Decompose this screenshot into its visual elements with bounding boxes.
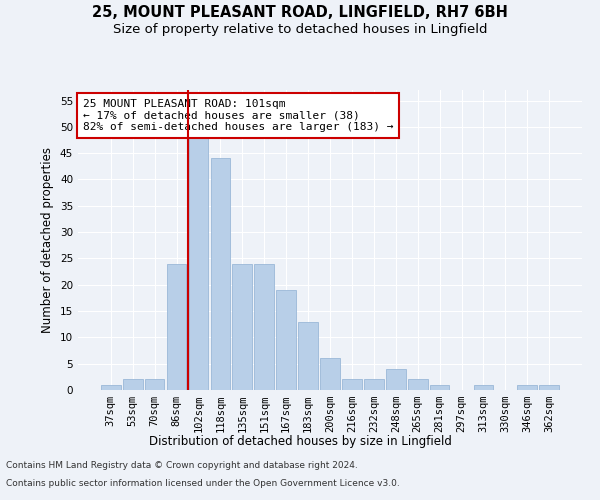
Bar: [276, 290, 296, 390]
Bar: [473, 384, 493, 390]
Bar: [232, 264, 252, 390]
Bar: [101, 384, 121, 390]
Bar: [320, 358, 340, 390]
Bar: [145, 380, 164, 390]
Bar: [430, 384, 449, 390]
Text: 25 MOUNT PLEASANT ROAD: 101sqm
← 17% of detached houses are smaller (38)
82% of : 25 MOUNT PLEASANT ROAD: 101sqm ← 17% of …: [83, 99, 394, 132]
Bar: [517, 384, 537, 390]
Text: Contains HM Land Registry data © Crown copyright and database right 2024.: Contains HM Land Registry data © Crown c…: [6, 461, 358, 470]
Bar: [342, 380, 362, 390]
Bar: [211, 158, 230, 390]
Text: Distribution of detached houses by size in Lingfield: Distribution of detached houses by size …: [149, 435, 451, 448]
Text: Contains public sector information licensed under the Open Government Licence v3: Contains public sector information licen…: [6, 478, 400, 488]
Bar: [254, 264, 274, 390]
Y-axis label: Number of detached properties: Number of detached properties: [41, 147, 55, 333]
Bar: [386, 369, 406, 390]
Bar: [188, 127, 208, 390]
Text: 25, MOUNT PLEASANT ROAD, LINGFIELD, RH7 6BH: 25, MOUNT PLEASANT ROAD, LINGFIELD, RH7 …: [92, 5, 508, 20]
Bar: [408, 380, 428, 390]
Bar: [167, 264, 187, 390]
Bar: [123, 380, 143, 390]
Text: Size of property relative to detached houses in Lingfield: Size of property relative to detached ho…: [113, 22, 487, 36]
Bar: [539, 384, 559, 390]
Bar: [298, 322, 318, 390]
Bar: [364, 380, 384, 390]
